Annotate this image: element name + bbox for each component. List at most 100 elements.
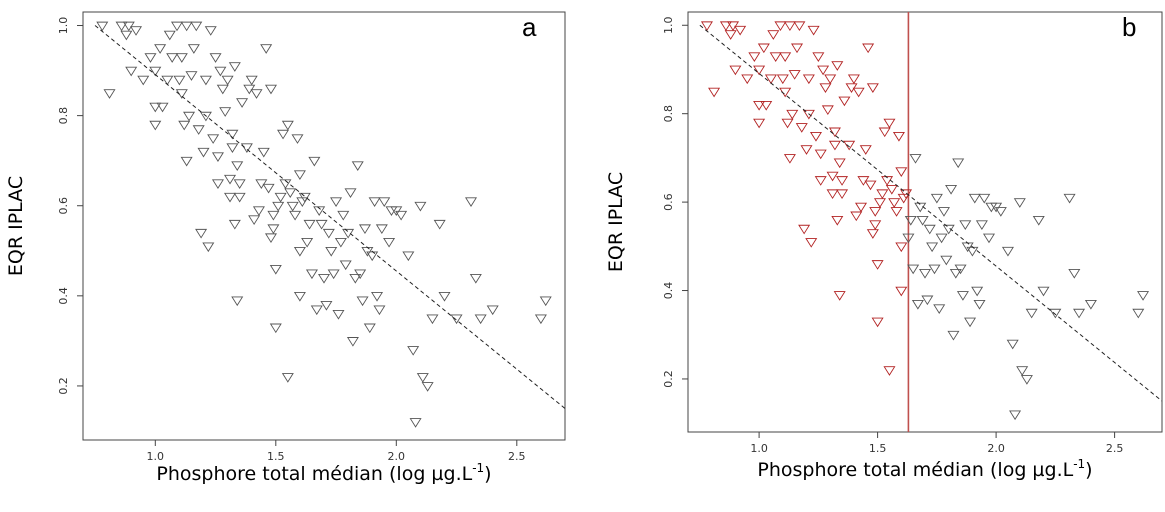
data-point — [262, 183, 275, 194]
data-point — [303, 219, 316, 230]
data-point — [356, 296, 369, 307]
data-point — [798, 224, 811, 235]
data-point — [1009, 410, 1022, 421]
data-point — [175, 53, 188, 63]
data-point — [890, 207, 903, 217]
plot-frame — [82, 11, 566, 441]
data-point — [902, 233, 915, 244]
data-point — [1073, 308, 1086, 319]
y-tick-label: 0.8 — [57, 107, 70, 125]
data-point — [935, 233, 948, 244]
data-point — [409, 418, 422, 428]
data-point — [199, 75, 212, 86]
data-point — [223, 192, 237, 203]
data-point — [774, 21, 787, 32]
data-point — [433, 219, 446, 230]
trend-line — [94, 25, 565, 409]
data-point — [354, 269, 367, 280]
data-point — [204, 26, 217, 36]
data-point — [933, 304, 946, 314]
data-point — [760, 101, 773, 111]
data-point — [892, 131, 905, 142]
data-point — [802, 74, 815, 85]
data-point — [228, 62, 241, 72]
data-point — [869, 220, 882, 230]
data-point — [305, 269, 318, 280]
y-tick-label: 0.6 — [662, 193, 675, 211]
data-point — [971, 286, 984, 297]
data-point — [859, 145, 872, 155]
data-point — [928, 264, 941, 275]
data-point — [320, 301, 333, 311]
data-point — [426, 314, 439, 325]
data-point — [192, 125, 205, 135]
y-tick-label: 1.0 — [57, 17, 70, 35]
data-point — [214, 66, 227, 77]
data-point — [130, 26, 143, 36]
data-point — [211, 179, 224, 189]
data-point — [149, 102, 162, 113]
data-point — [346, 337, 359, 347]
data-point — [383, 237, 396, 248]
data-point — [197, 147, 210, 158]
data-point — [942, 224, 955, 235]
data-point — [207, 134, 220, 144]
data-point — [956, 291, 969, 301]
data-point — [753, 118, 766, 129]
data-point — [831, 215, 844, 226]
data-point — [149, 66, 162, 77]
data-point — [115, 21, 128, 32]
data-point — [534, 314, 547, 325]
data-point — [805, 238, 818, 248]
data-point — [911, 299, 924, 310]
data-point — [824, 74, 837, 85]
data-point — [219, 107, 232, 117]
data-point — [284, 188, 297, 198]
data-point — [313, 206, 326, 217]
data-point — [373, 305, 386, 316]
data-point — [982, 233, 996, 244]
data-point — [144, 53, 157, 63]
data-point — [281, 120, 294, 131]
data-point — [904, 215, 917, 226]
x-tick-label: 2.0 — [987, 442, 1005, 455]
data-point — [310, 305, 323, 316]
data-point — [907, 264, 920, 275]
data-point — [994, 207, 1007, 217]
data-point — [945, 185, 958, 195]
data-point — [788, 70, 801, 80]
y-tick-label: 0.4 — [57, 287, 70, 305]
y-tick-label: 0.4 — [662, 282, 675, 300]
data-point — [1068, 269, 1081, 279]
data-point — [975, 220, 988, 230]
data-point — [793, 21, 806, 32]
data-point — [814, 149, 827, 160]
data-point — [231, 296, 244, 307]
data-point — [708, 87, 721, 98]
data-point — [185, 71, 198, 81]
data-point — [233, 179, 246, 189]
data-point — [850, 211, 863, 222]
data-point — [291, 134, 304, 144]
data-point — [828, 140, 841, 151]
data-point — [852, 87, 865, 98]
data-point — [325, 246, 338, 257]
data-point — [724, 30, 737, 40]
data-point — [149, 120, 162, 131]
data-point — [339, 260, 352, 271]
data-point — [895, 286, 908, 297]
data-point — [245, 75, 258, 86]
data-point — [279, 179, 292, 189]
panel-letter: a — [522, 12, 537, 42]
panel-letter: b — [1122, 12, 1136, 42]
data-point — [828, 127, 841, 138]
data-point — [286, 201, 299, 212]
data-point — [819, 83, 832, 93]
data-point — [926, 242, 939, 253]
data-point — [809, 131, 822, 142]
data-point — [1137, 291, 1150, 301]
data-point — [209, 53, 222, 63]
data-point — [767, 30, 780, 40]
data-point — [236, 98, 249, 108]
x-axis-title: Phosphore total médian (log µg.L-1) — [757, 457, 1092, 481]
